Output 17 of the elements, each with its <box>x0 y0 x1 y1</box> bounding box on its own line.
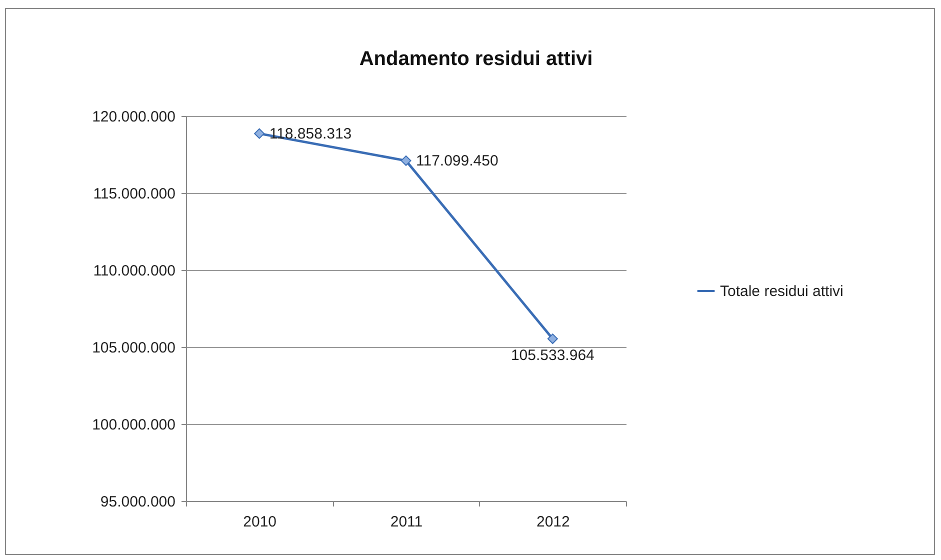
chart-title: Andamento residui attivi <box>359 48 593 70</box>
point <box>254 128 265 139</box>
y-tick-label: 115.000.000 <box>93 186 176 202</box>
x-tick-label: 2011 <box>390 514 423 530</box>
point <box>400 155 412 166</box>
y-tick-label: 120.000.000 <box>92 108 176 126</box>
point <box>547 334 558 344</box>
text: 117.099.450 <box>416 152 498 170</box>
legend-label: Totale residui attivi <box>720 283 844 300</box>
text: 105.533.964 <box>510 346 594 364</box>
y-tick-label: 110.000.000 <box>93 262 176 280</box>
x-tick-label: 2010 <box>243 514 277 530</box>
y-tick-label: 95.000.000 <box>100 494 176 510</box>
x-tick-label: 2012 <box>536 514 570 530</box>
text: 118.858.313 <box>269 126 352 143</box>
y-tick-label: 100.000.000 <box>92 416 176 434</box>
y-tick-label: 105.000.000 <box>92 340 176 356</box>
